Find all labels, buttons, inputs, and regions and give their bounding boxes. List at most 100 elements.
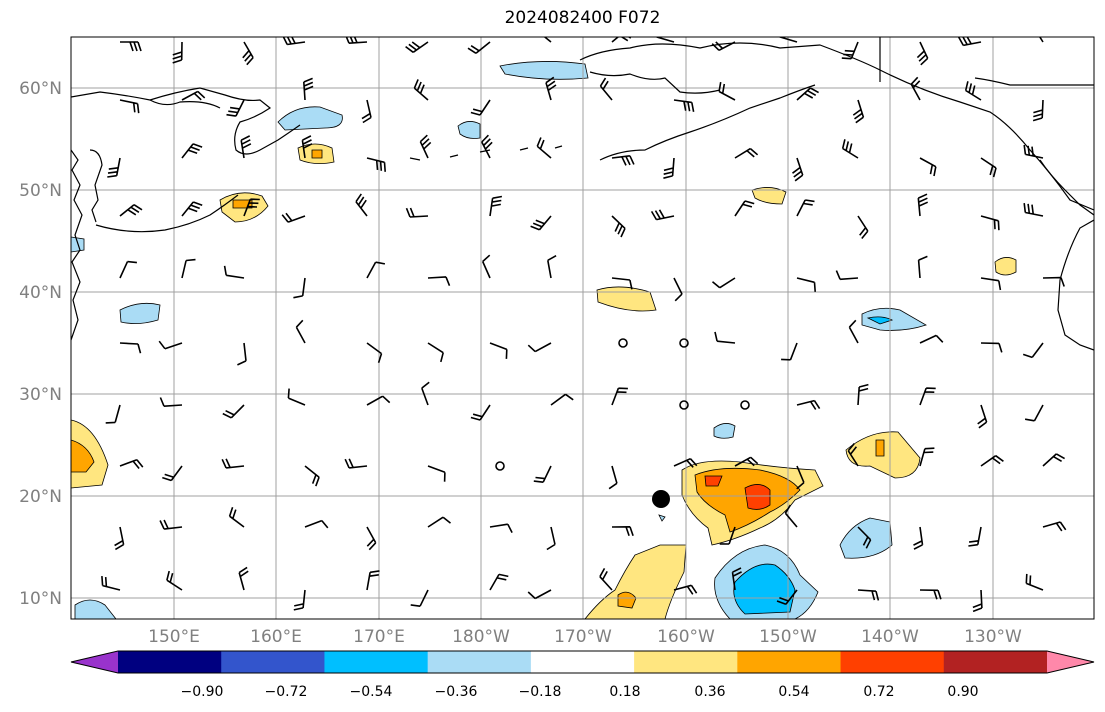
colorbar-extend-high	[1047, 651, 1094, 673]
wind-barb	[917, 255, 928, 279]
wind-barb	[611, 526, 634, 537]
wind-barb	[489, 195, 503, 217]
wind-barb	[181, 201, 203, 217]
map-title: 2024082400 F072	[504, 8, 661, 28]
positive-anomaly-area	[71, 439, 95, 473]
positive-anomaly-area	[311, 149, 323, 159]
wind-barb	[852, 99, 865, 124]
positive-anomaly-area	[584, 544, 687, 619]
wind-barb	[1024, 404, 1044, 422]
negative-anomaly-area	[457, 121, 481, 139]
lon-label: 160°W	[657, 627, 715, 647]
wind-barb	[711, 277, 736, 289]
negative-anomaly-area	[74, 599, 117, 619]
wind-barb	[162, 465, 183, 482]
colorbar-tick-label: −0.72	[265, 684, 308, 700]
wind-barb	[1042, 521, 1067, 532]
lon-label: 180°W	[452, 627, 510, 647]
negative-anomaly-area	[658, 514, 666, 522]
wind-barb	[731, 567, 742, 591]
lat-label: 50°N	[19, 181, 62, 201]
lon-label: 150°W	[759, 627, 817, 647]
wind-barb	[611, 37, 632, 43]
wind-barbs	[101, 37, 1067, 613]
positive-anomaly-area	[744, 484, 771, 510]
wind-barb	[841, 139, 859, 159]
wind-barb	[410, 589, 429, 607]
wind-barb	[913, 526, 924, 550]
lon-label: 160°E	[250, 627, 302, 647]
wind-barb	[242, 41, 254, 66]
colorbar-tick-label: −0.18	[519, 684, 562, 700]
wind-barb	[611, 387, 628, 406]
wind-barb	[366, 261, 386, 279]
colorbar	[70, 650, 1095, 674]
wind-barb	[910, 76, 921, 101]
lon-label: 130°W	[964, 627, 1022, 647]
colorbar-tick-label: −0.36	[435, 684, 478, 700]
wind-barb	[857, 383, 869, 406]
wind-barb	[776, 589, 798, 605]
wind-barb	[366, 342, 383, 363]
wind-barb	[734, 456, 759, 467]
wind-barb	[857, 589, 880, 601]
wind-barb	[779, 37, 798, 43]
lat-label: 10°N	[19, 589, 62, 609]
wind-barb	[968, 526, 982, 547]
wind-barb	[1023, 144, 1044, 159]
negative-anomaly-area	[119, 302, 161, 324]
wind-barb	[226, 99, 245, 117]
wind-barb	[159, 519, 183, 530]
wind-barb	[427, 342, 444, 363]
wind-barb	[470, 404, 491, 421]
wind-barb	[158, 340, 183, 350]
positive-anomaly-area	[704, 475, 723, 487]
wind-barb	[734, 147, 759, 159]
wind-barb	[1038, 37, 1044, 43]
wind-barb	[784, 504, 798, 528]
wind-barb	[611, 277, 633, 290]
latitude-labels: 10°N 20°N 30°N 40°N 50°N 60°N	[19, 79, 62, 609]
wind-barb	[281, 212, 306, 223]
colorbar-tick-label: 0.36	[694, 684, 725, 700]
wind-barb	[919, 589, 942, 600]
wind-barb	[916, 41, 929, 66]
wind-barb	[1025, 573, 1044, 591]
colorbar-segment	[427, 651, 532, 673]
wind-barb	[546, 526, 556, 551]
wind-barb	[293, 589, 306, 611]
wind-barb	[964, 81, 982, 101]
wind-barb	[919, 334, 944, 344]
wind-barb	[287, 388, 306, 406]
colorbar-segment	[634, 651, 738, 673]
wind-barb	[536, 137, 552, 159]
positive-anomaly-area	[596, 286, 657, 312]
wind-barb	[781, 342, 798, 361]
wind-barb	[545, 76, 557, 101]
colorbar-tick-label: −0.90	[181, 684, 224, 700]
wind-barb	[980, 215, 1000, 231]
wind-barb	[792, 157, 804, 182]
wind-barb	[543, 37, 552, 43]
wind-barb	[223, 265, 245, 279]
lon-label: 170°W	[554, 627, 612, 647]
colorbar-outline	[70, 650, 1095, 674]
wind-barb	[527, 342, 552, 353]
wind-barb	[611, 155, 635, 166]
wind-barb	[405, 41, 429, 53]
lon-label: 140°W	[861, 627, 919, 647]
lon-label: 170°E	[353, 627, 405, 647]
wind-barb	[673, 277, 683, 302]
wind-barb	[119, 204, 143, 217]
wind-barb	[166, 570, 183, 591]
wind-barb	[304, 519, 329, 529]
wind-barb	[599, 568, 613, 591]
wind-barb	[972, 589, 983, 613]
colorbar-tick-label: 0.54	[778, 684, 809, 700]
storm-center-marker	[652, 490, 670, 508]
wind-barb	[181, 143, 203, 159]
wind-barb	[980, 157, 997, 178]
positive-anomaly-area	[875, 439, 885, 457]
colorbar-tick-label: 0.18	[609, 684, 640, 700]
wind-barb	[345, 37, 368, 44]
